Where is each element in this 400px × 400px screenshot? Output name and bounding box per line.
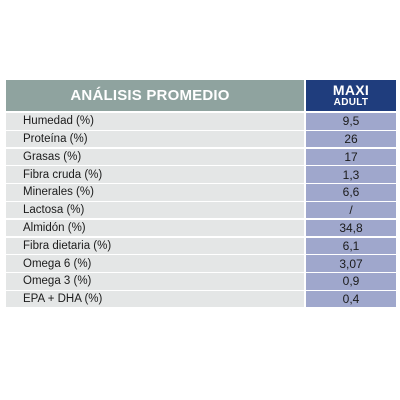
row-value: 3,07 [306,255,396,272]
row-label: Almidón (%) [6,219,304,237]
cell-divider [304,219,306,237]
cell-divider [304,201,306,219]
row-label: EPA + DHA (%) [6,290,304,308]
row-value: 0,9 [306,273,396,290]
cell-divider [304,237,306,255]
row-label: Lactosa (%) [6,201,304,219]
cell-divider [304,255,306,272]
cell-divider [304,130,306,148]
table-row: Fibra cruda (%) 1,3 [6,166,396,183]
table-header: ANÁLISIS PROMEDIO MAXI ADULT [6,80,396,111]
row-label: Fibra cruda (%) [6,166,304,183]
table-row: Omega 6 (%) 3,07 [6,255,396,272]
product-column-header: MAXI ADULT [306,80,396,111]
row-value: 6,1 [306,237,396,255]
table-row: Minerales (%) 6,6 [6,184,396,201]
row-value: 1,3 [306,166,396,183]
cell-divider [304,166,306,183]
table-body: Humedad (%) 9,5 Proteína (%) 26 Grasas (… [6,113,396,308]
table-row: Grasas (%) 17 [6,148,396,166]
table-row: Almidón (%) 34,8 [6,219,396,237]
row-value: 17 [306,148,396,166]
row-value: 6,6 [306,184,396,201]
table-row: Proteína (%) 26 [6,130,396,148]
row-label: Humedad (%) [6,113,304,130]
header-divider [304,80,306,111]
table-row: Fibra dietaria (%) 6,1 [6,237,396,255]
row-label: Minerales (%) [6,184,304,201]
nutrition-analysis-table: ANÁLISIS PROMEDIO MAXI ADULT Humedad (%)… [6,80,396,308]
table-row: Omega 3 (%) 0,9 [6,273,396,290]
row-label: Fibra dietaria (%) [6,237,304,255]
cell-divider [304,148,306,166]
row-value: 9,5 [306,113,396,130]
product-name: MAXI [332,82,370,98]
table-row: EPA + DHA (%) 0,4 [6,290,396,308]
cell-divider [304,290,306,308]
table-title: ANÁLISIS PROMEDIO [6,80,304,111]
row-value: 34,8 [306,219,396,237]
cell-divider [304,113,306,130]
table-row: Lactosa (%) / [6,201,396,219]
table-row: Humedad (%) 9,5 [6,113,396,130]
row-value: 26 [306,130,396,148]
row-label: Omega 6 (%) [6,255,304,272]
row-label: Grasas (%) [6,148,304,166]
product-variant: ADULT [333,97,369,108]
row-value: 0,4 [306,290,396,308]
row-label: Omega 3 (%) [6,273,304,290]
row-value: / [306,201,396,219]
cell-divider [304,273,306,290]
row-label: Proteína (%) [6,130,304,148]
cell-divider [304,184,306,201]
